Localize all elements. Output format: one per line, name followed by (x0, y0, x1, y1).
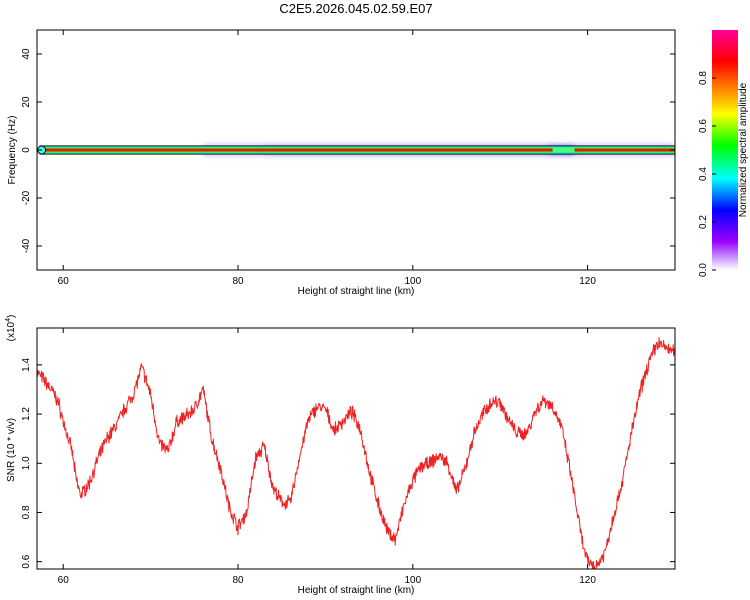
spectrogram-xtick-label: 100 (404, 276, 421, 287)
snr-xlabel: Height of straight line (km) (298, 585, 415, 596)
snr-ticks: 60 80 100 120 0.6 0.8 1.0 1.2 1.4 (21, 328, 675, 586)
colorbar-tick-label: 0.8 (698, 71, 709, 85)
spectrogram-xtick-label: 120 (579, 276, 596, 287)
spectrogram-ytick-label: -40 (21, 238, 32, 253)
snr-ylabel: SNR (10 * v/v) (6, 418, 17, 482)
figure-title: C2E5.2026.045.02.59.E07 (279, 1, 432, 16)
spectrogram-ytick-label: 20 (21, 96, 32, 108)
snr-xtick-label: 120 (579, 575, 596, 586)
snr-scale-close: ) (6, 315, 17, 318)
svg-text:(x104): (x104) (5, 315, 17, 342)
spectrogram-panel: 60 80 100 120 -40 -20 0 20 40 Height of straight… (7, 29, 676, 297)
snr-ytick-label: 1.2 (21, 407, 32, 421)
colorbar-label: Normalized spectral amplitude (738, 82, 749, 217)
snr-xtick-label: 60 (58, 575, 70, 586)
snr-panel: 60 80 100 120 0.6 0.8 1.0 1.2 1.4 Height of stra… (5, 315, 676, 596)
spectrogram-xlabel: Height of straight line (km) (298, 286, 415, 297)
colorbar-tick-label: 0.4 (698, 167, 709, 181)
colorbar-tick-label: 0.6 (698, 119, 709, 133)
band-gap (552, 147, 575, 153)
spectrogram-ytick-label: -20 (21, 190, 32, 205)
colorbar-gradient (712, 30, 738, 270)
spectrogram-xtick-label: 80 (232, 276, 244, 287)
snr-xtick-label: 80 (232, 575, 244, 586)
colorbar-ticks: 0.0 0.2 0.4 0.6 0.8 (698, 71, 716, 277)
colorbar: 0.0 0.2 0.4 0.6 0.8 Normalized spectral ampl… (698, 30, 749, 277)
snr-frame (36, 327, 676, 570)
snr-scale-text: (x10 (6, 321, 17, 341)
snr-ytick-label: 1.0 (21, 456, 32, 470)
spectrogram-xtick-label: 60 (58, 276, 70, 287)
band-core-center (39, 149, 675, 151)
spectrogram-ylabel: Frequency (Hz) (7, 116, 18, 185)
snr-ytick-label: 0.6 (21, 554, 32, 568)
snr-scale-exponent: 4 (5, 318, 12, 322)
snr-ytick-label: 1.4 (21, 358, 32, 372)
snr-series-line (37, 337, 675, 569)
snr-scale-label: (x104) (5, 315, 17, 342)
spectrogram-ytick-label: 40 (21, 48, 32, 60)
spectrogram-ytick-label: 0 (21, 147, 32, 153)
snr-ytick-label: 0.8 (21, 505, 32, 519)
snr-plot-area (37, 328, 675, 569)
colorbar-tick-label: 0.2 (698, 215, 709, 229)
spectrogram-ticks: 60 80 100 120 -40 -20 0 20 40 (21, 30, 675, 287)
snr-xtick-label: 100 (404, 575, 421, 586)
colorbar-tick-label: 0.0 (698, 263, 709, 277)
